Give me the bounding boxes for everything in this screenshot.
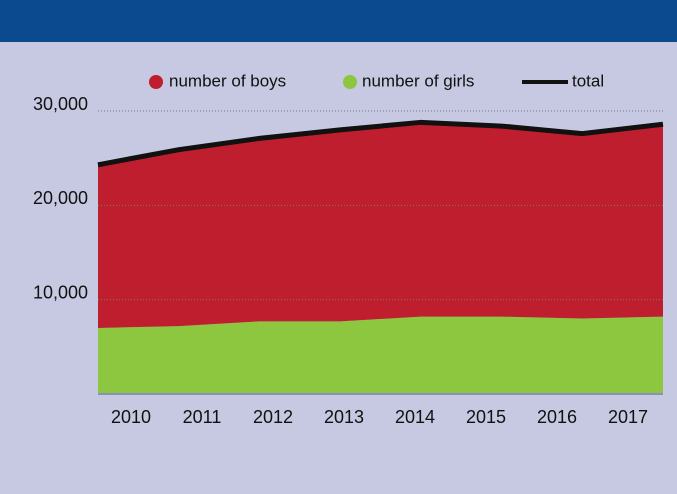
legend-label: number of girls	[362, 71, 474, 90]
title-bar	[0, 0, 677, 42]
total-line	[97, 119, 664, 168]
x-tick-label: 2017	[608, 407, 648, 427]
x-tick-label: 2013	[324, 407, 364, 427]
legend-marker	[343, 75, 357, 89]
y-tick-label: 10,000	[33, 282, 88, 302]
legend-marker	[149, 75, 163, 89]
y-tick-label: 30,000	[33, 94, 88, 114]
x-tick-label: 2010	[111, 407, 151, 427]
y-tick-label: 20,000	[33, 188, 88, 208]
x-tick-label: 2016	[537, 407, 577, 427]
legend-label: number of boys	[169, 71, 286, 90]
x-tick-label: 2012	[253, 407, 293, 427]
x-tick-label: 2015	[466, 407, 506, 427]
area	[98, 122, 663, 328]
x-tick-label: 2014	[395, 407, 435, 427]
x-tick-label: 2011	[183, 407, 222, 427]
legend-label: total	[572, 71, 604, 90]
area	[98, 316, 663, 394]
